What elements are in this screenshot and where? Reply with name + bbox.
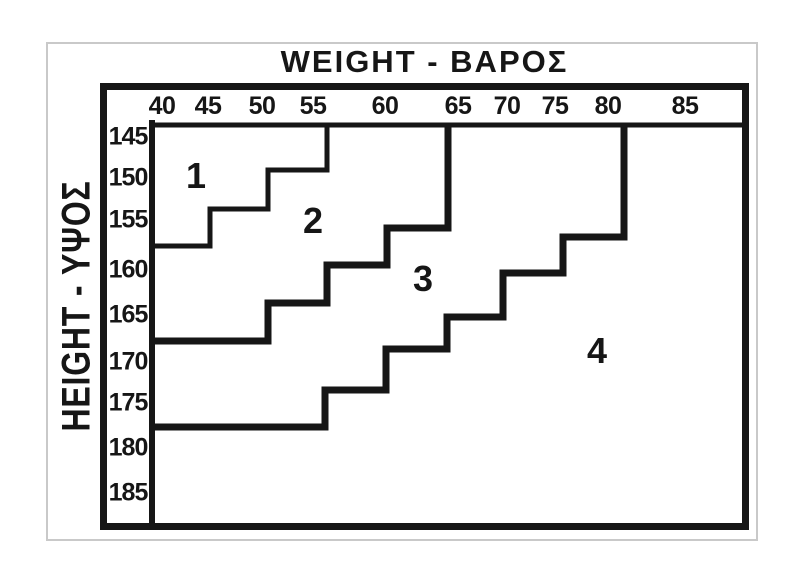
chart-frame [100,83,749,530]
x-tick-label-85: 85 [671,92,699,120]
y-tick-label-150: 150 [108,163,149,192]
x-tick-label-55: 55 [299,92,327,120]
x-tick-label-75: 75 [541,92,569,120]
region-label-2: 2 [302,200,324,241]
y-tick-label-145: 145 [108,122,149,151]
y-tick-label-175: 175 [108,388,149,417]
y-tick-label-180: 180 [108,433,149,462]
x-axis-title: WEIGHT - ΒΑΡΟΣ [280,44,569,79]
x-tick-label-70: 70 [493,92,521,120]
x-tick-label-45: 45 [194,92,222,120]
y-tick-label-170: 170 [108,347,149,376]
x-tick-label-60: 60 [371,92,399,120]
y-tick-label-160: 160 [108,255,149,284]
region-label-3: 3 [412,258,434,299]
figure-border [46,42,758,541]
boundary-line-1-2 [150,123,330,249]
boundary-line-3-4 [150,123,628,431]
y-tick-label-185: 185 [108,478,149,507]
x-tick-label-50: 50 [248,92,276,120]
x-tick-label-80: 80 [594,92,622,120]
x-tick-label-40: 40 [148,92,176,120]
y-tick-label-155: 155 [108,205,149,234]
x-tick-label-65: 65 [444,92,472,120]
region-label-1: 1 [185,155,207,196]
boundary-line-2-3 [150,123,452,345]
region-label-4: 4 [586,330,608,371]
y-tick-label-165: 165 [108,300,149,329]
